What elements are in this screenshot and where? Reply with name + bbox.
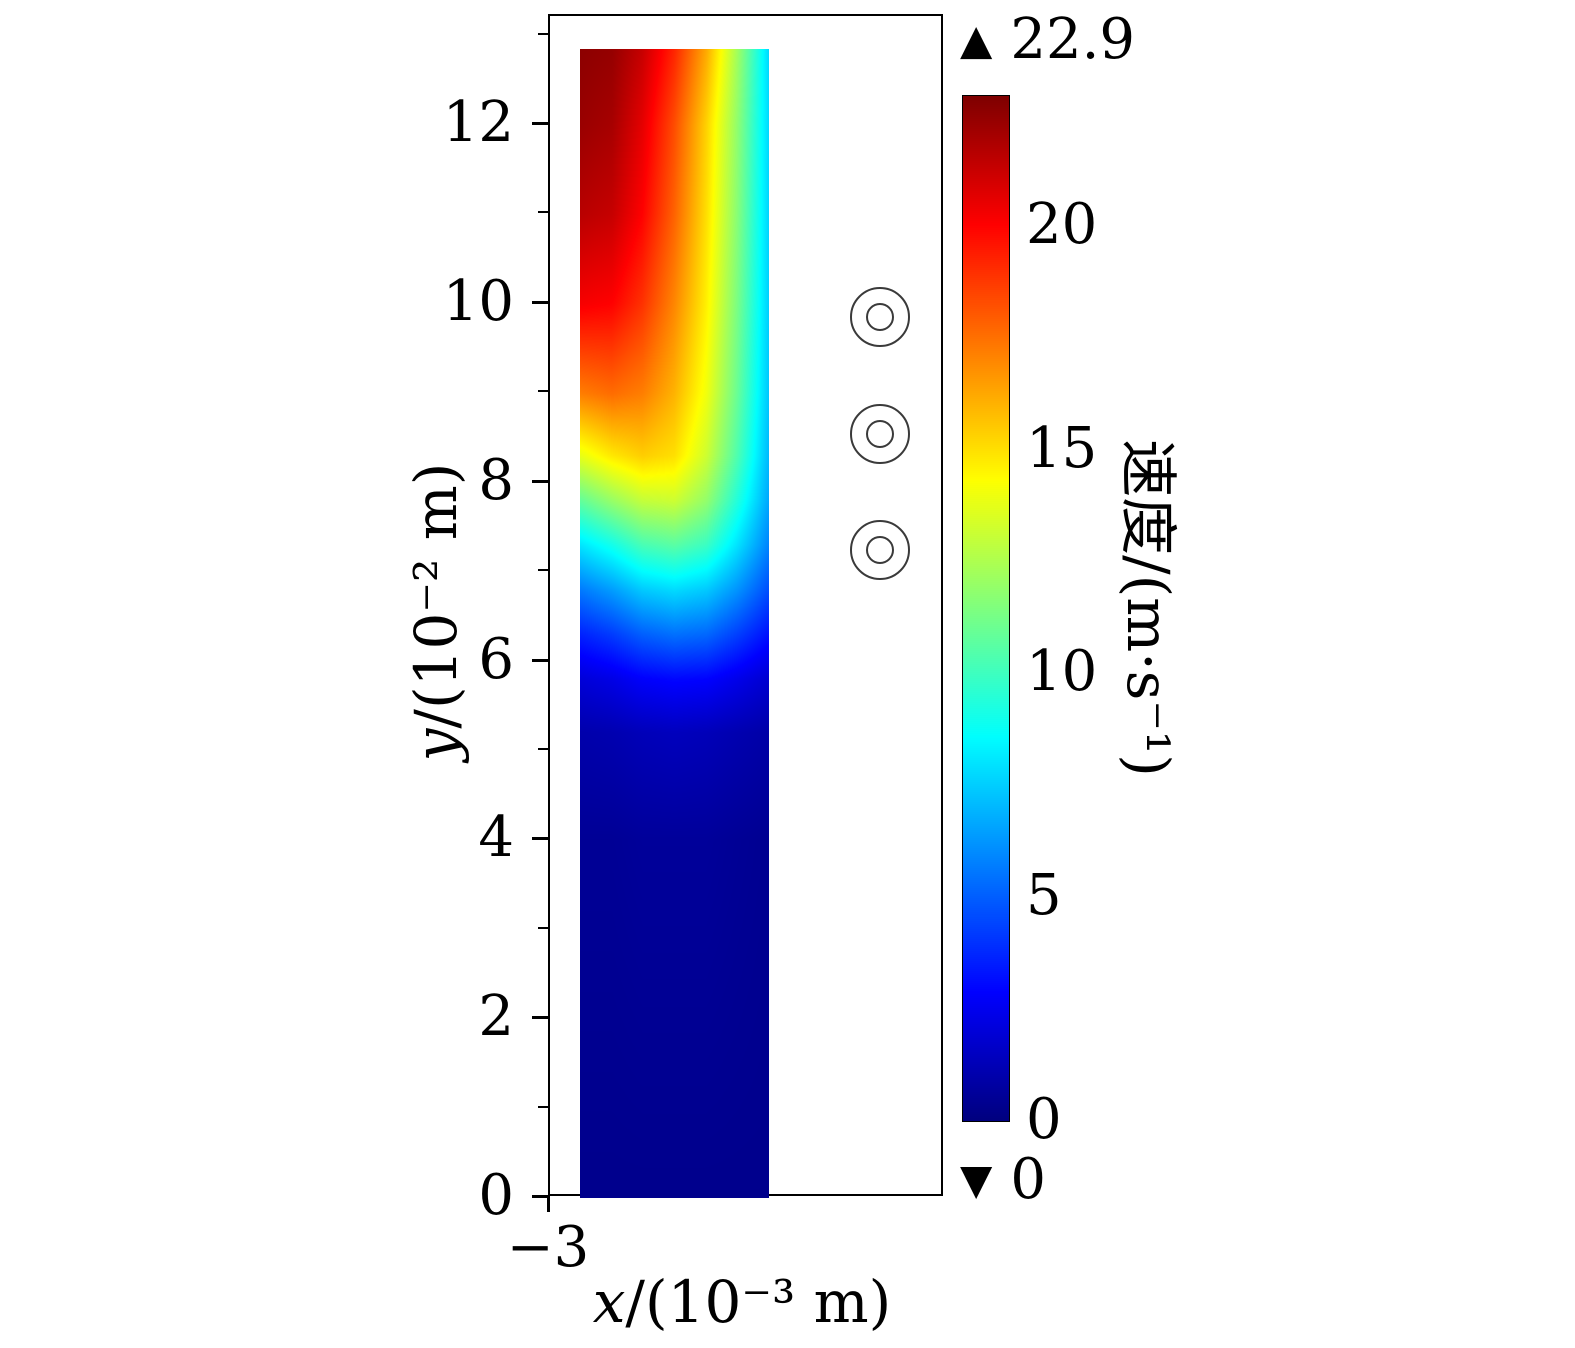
colorbar-max: ▲ 22.9 (960, 12, 1135, 68)
y-major-tick (532, 122, 548, 126)
y-major-tick (532, 1016, 548, 1020)
colorbar (962, 95, 1010, 1122)
probe-marker-inner-circle (865, 419, 894, 448)
x-tick-label: −3 (506, 1215, 590, 1280)
y-major-tick (532, 1195, 548, 1198)
y-minor-tick (538, 211, 548, 214)
y-axis-units: /(10⁻² m) (402, 462, 470, 729)
colorbar-min: ▼ 0 (960, 1152, 1046, 1208)
velocity-heatmap-surface (580, 49, 769, 1198)
probe-marker-inner-circle (865, 535, 894, 564)
probe-marker (849, 403, 910, 464)
x-axis-units: /(10⁻³ m) (625, 1268, 892, 1336)
colorbar-title: 速度/(m·s⁻¹) (1114, 439, 1182, 777)
y-tick-label: 0 (478, 1163, 514, 1228)
colorbar-tick-label: 5 (1026, 863, 1062, 929)
y-major-tick (532, 837, 548, 841)
y-minor-tick (538, 569, 548, 572)
probe-marker (849, 519, 910, 580)
x-major-tick (547, 1196, 550, 1212)
y-minor-tick (538, 926, 548, 929)
y-major-tick (532, 479, 548, 483)
y-major-tick (532, 300, 548, 304)
y-tick-label: 10 (442, 268, 514, 334)
colorbar-tick-label: 0 (1026, 1087, 1062, 1152)
colorbar-tick-label: 15 (1026, 415, 1098, 481)
y-minor-tick (538, 32, 548, 35)
plot-area (548, 14, 943, 1198)
y-tick-label: 6 (478, 626, 514, 692)
y-tick-label: 12 (442, 90, 514, 156)
x-axis-variable: x (592, 1268, 626, 1336)
y-axis-title: y/(10⁻² m) (402, 463, 470, 762)
y-minor-tick (538, 1105, 548, 1108)
colorbar-max-value: 22.9 (1010, 7, 1135, 72)
y-tick-label: 2 (478, 984, 514, 1050)
probe-marker (849, 287, 910, 348)
colorbar-min-value: 0 (1010, 1147, 1046, 1212)
probe-marker-inner-circle (865, 303, 894, 332)
y-minor-tick (538, 747, 548, 750)
x-axis-title: x/(10⁻³ m) (593, 1273, 892, 1331)
min-arrow-icon: ▼ (960, 1155, 993, 1204)
colorbar-tick-label: 20 (1026, 191, 1098, 257)
colorbar-tick-label: 10 (1026, 639, 1098, 705)
max-arrow-icon: ▲ (960, 15, 993, 64)
y-axis-variable: y (402, 728, 470, 762)
y-tick-label: 4 (478, 805, 514, 871)
y-tick-label: 8 (478, 447, 514, 513)
y-major-tick (532, 658, 548, 662)
y-minor-tick (538, 390, 548, 393)
